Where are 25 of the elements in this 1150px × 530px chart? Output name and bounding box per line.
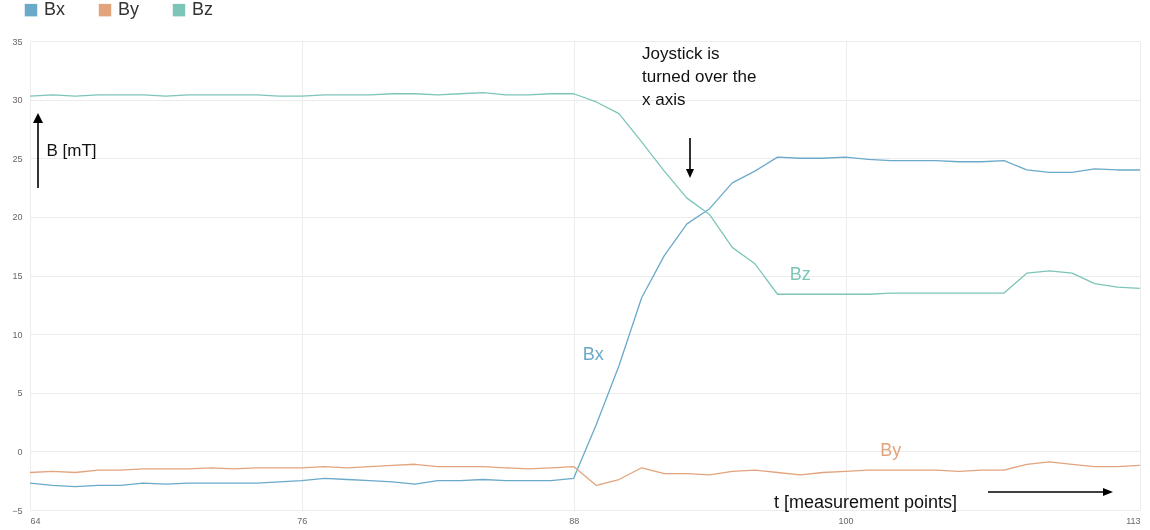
y-tick-label: 10 <box>12 329 23 340</box>
y-tick-label: 30 <box>12 95 23 106</box>
line-series <box>29 91 1141 295</box>
text: By <box>880 440 902 461</box>
y-tick-label: 25 <box>12 153 23 164</box>
text: Bz <box>789 264 811 285</box>
x-tick-label: 64 <box>30 515 41 526</box>
y-tick-label: −5 <box>12 505 23 516</box>
x-axis-title: t [measurement points] <box>773 491 958 512</box>
legend-label: Bz <box>192 0 214 20</box>
x-tick-label: 76 <box>297 515 308 526</box>
legend-label: Bx <box>44 0 66 20</box>
y-axis-title: B [mT] <box>46 140 97 160</box>
x-tick-label: 88 <box>569 515 580 526</box>
y-tick-label: 15 <box>12 271 23 281</box>
y-tick-label: 20 <box>12 212 23 223</box>
line-series <box>29 461 1141 487</box>
y-tick-label: 0 <box>17 446 23 457</box>
annotation: Joystick is turned over the x axis <box>642 43 758 111</box>
y-tick-label: 35 <box>12 36 23 47</box>
y-tick-label: 5 <box>17 388 23 399</box>
text: Bx <box>582 344 604 365</box>
x-tick-label: 113 <box>1126 515 1141 526</box>
x-tick-label: 100 <box>838 515 854 526</box>
legend-label: By <box>118 0 140 20</box>
